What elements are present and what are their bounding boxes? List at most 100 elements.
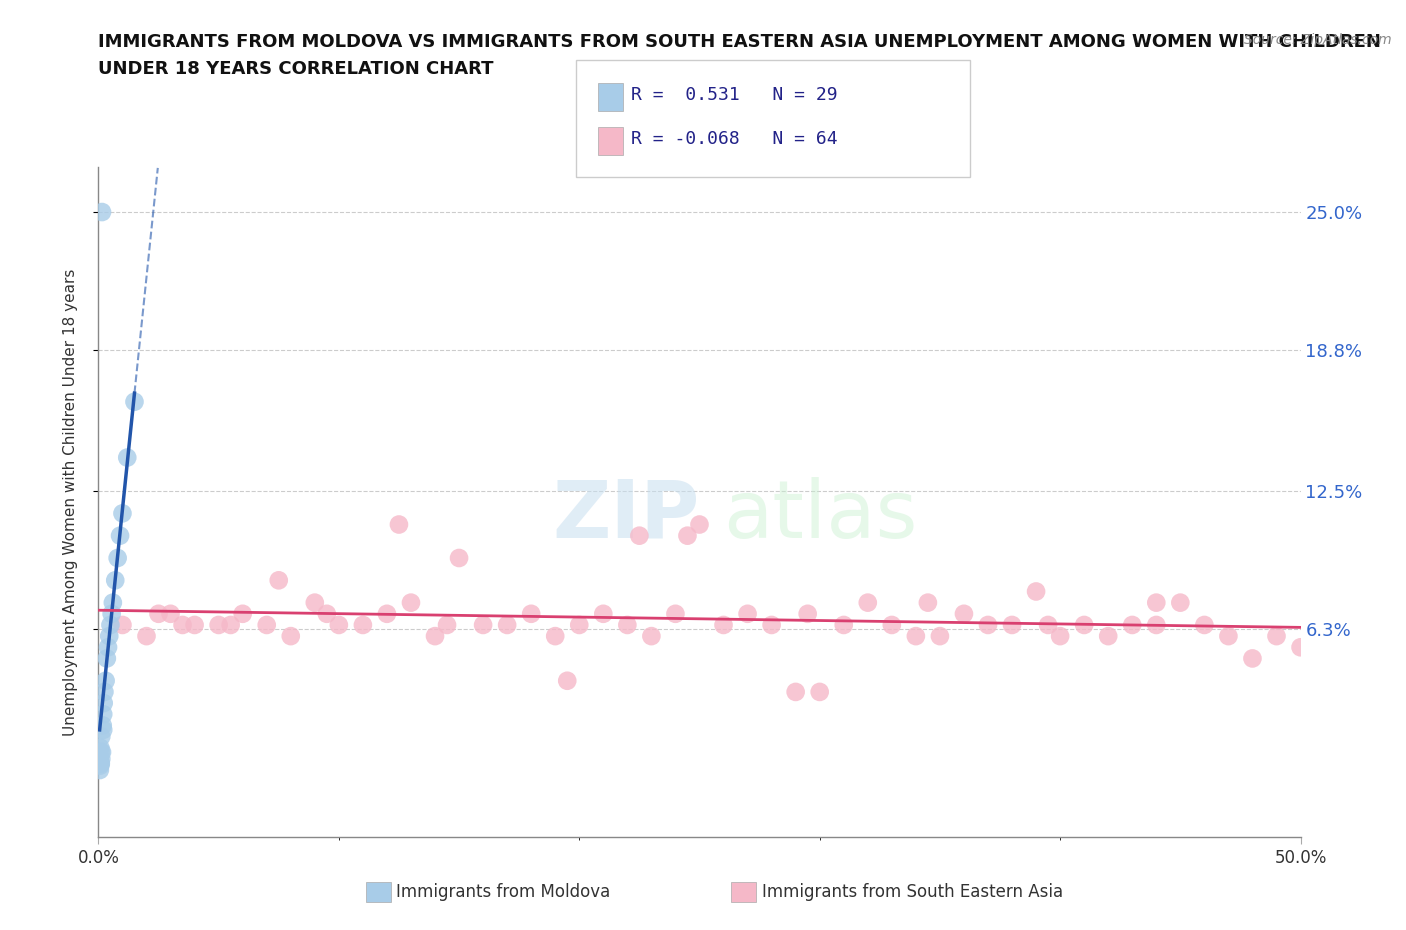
Point: [808, 684, 831, 699]
Text: IMMIGRANTS FROM MOLDOVA VS IMMIGRANTS FROM SOUTH EASTERN ASIA UNEMPLOYMENT AMONG: IMMIGRANTS FROM MOLDOVA VS IMMIGRANTS FR…: [98, 33, 1381, 50]
Point: [388, 517, 411, 532]
Point: [328, 618, 350, 632]
Point: [89, 751, 111, 766]
Point: [917, 595, 939, 610]
Point: [91, 205, 114, 219]
Point: [352, 618, 374, 632]
Point: [91, 718, 114, 733]
Point: [96, 651, 118, 666]
Point: [555, 673, 578, 688]
Point: [232, 606, 254, 621]
Point: [280, 629, 302, 644]
Point: [91, 707, 114, 722]
Point: [100, 606, 122, 621]
Point: [544, 629, 567, 644]
Point: [928, 629, 950, 644]
Point: [315, 606, 337, 621]
Point: [761, 618, 783, 632]
Point: [640, 629, 662, 644]
Point: [111, 618, 134, 632]
Point: [1025, 584, 1047, 599]
Point: [676, 528, 699, 543]
Point: [904, 629, 927, 644]
Point: [1001, 618, 1024, 632]
Point: [172, 618, 194, 632]
Point: [856, 595, 879, 610]
Point: [148, 606, 170, 621]
Point: [664, 606, 686, 621]
Text: Immigrants from Moldova: Immigrants from Moldova: [396, 883, 610, 901]
Point: [1073, 618, 1095, 632]
Point: [98, 629, 121, 644]
Point: [796, 606, 818, 621]
Point: [90, 751, 112, 766]
Point: [785, 684, 807, 699]
Point: [1265, 629, 1288, 644]
Point: [1144, 595, 1167, 610]
Point: [89, 740, 111, 755]
Point: [737, 606, 759, 621]
Point: [616, 618, 638, 632]
Point: [89, 758, 111, 773]
Point: [1121, 618, 1143, 632]
Point: [436, 618, 458, 632]
Point: [592, 606, 614, 621]
Point: [628, 528, 651, 543]
Point: [183, 618, 205, 632]
Point: [953, 606, 976, 621]
Point: [568, 618, 591, 632]
Point: [1049, 629, 1071, 644]
Point: [159, 606, 181, 621]
Point: [472, 618, 495, 632]
Point: [135, 629, 157, 644]
Point: [1241, 651, 1264, 666]
Point: [93, 684, 115, 699]
Point: [89, 763, 111, 777]
Point: [117, 450, 139, 465]
Point: [97, 640, 120, 655]
Point: [304, 595, 326, 610]
Point: [93, 696, 115, 711]
Text: Source: ZipAtlas.com: Source: ZipAtlas.com: [1244, 33, 1392, 46]
Point: [399, 595, 422, 610]
Point: [104, 573, 127, 588]
Point: [1036, 618, 1059, 632]
Point: [880, 618, 903, 632]
Point: [689, 517, 711, 532]
Point: [219, 618, 242, 632]
Y-axis label: Unemployment Among Women with Children Under 18 years: Unemployment Among Women with Children U…: [63, 269, 77, 736]
Point: [208, 618, 231, 632]
Text: R =  0.531   N = 29: R = 0.531 N = 29: [631, 86, 838, 104]
Point: [256, 618, 278, 632]
Point: [1144, 618, 1167, 632]
Point: [1170, 595, 1192, 610]
Point: [496, 618, 519, 632]
Point: [1289, 640, 1312, 655]
Text: UNDER 18 YEARS CORRELATION CHART: UNDER 18 YEARS CORRELATION CHART: [98, 60, 494, 78]
Point: [423, 629, 446, 644]
Point: [977, 618, 1000, 632]
Point: [90, 729, 112, 744]
Point: [90, 756, 112, 771]
Point: [108, 528, 131, 543]
Point: [1097, 629, 1119, 644]
Text: Immigrants from South Eastern Asia: Immigrants from South Eastern Asia: [762, 883, 1063, 901]
Point: [124, 394, 146, 409]
Point: [267, 573, 290, 588]
Point: [1218, 629, 1240, 644]
Point: [1194, 618, 1216, 632]
Point: [90, 745, 112, 760]
Point: [375, 606, 398, 621]
Point: [101, 595, 124, 610]
Point: [520, 606, 543, 621]
Point: [111, 506, 134, 521]
Point: [100, 618, 122, 632]
Point: [90, 756, 112, 771]
Text: R = -0.068   N = 64: R = -0.068 N = 64: [631, 130, 838, 149]
Point: [94, 673, 117, 688]
Text: ZIP: ZIP: [553, 476, 700, 554]
Point: [91, 745, 114, 760]
Text: atlas: atlas: [724, 476, 918, 554]
Point: [447, 551, 470, 565]
Point: [713, 618, 735, 632]
